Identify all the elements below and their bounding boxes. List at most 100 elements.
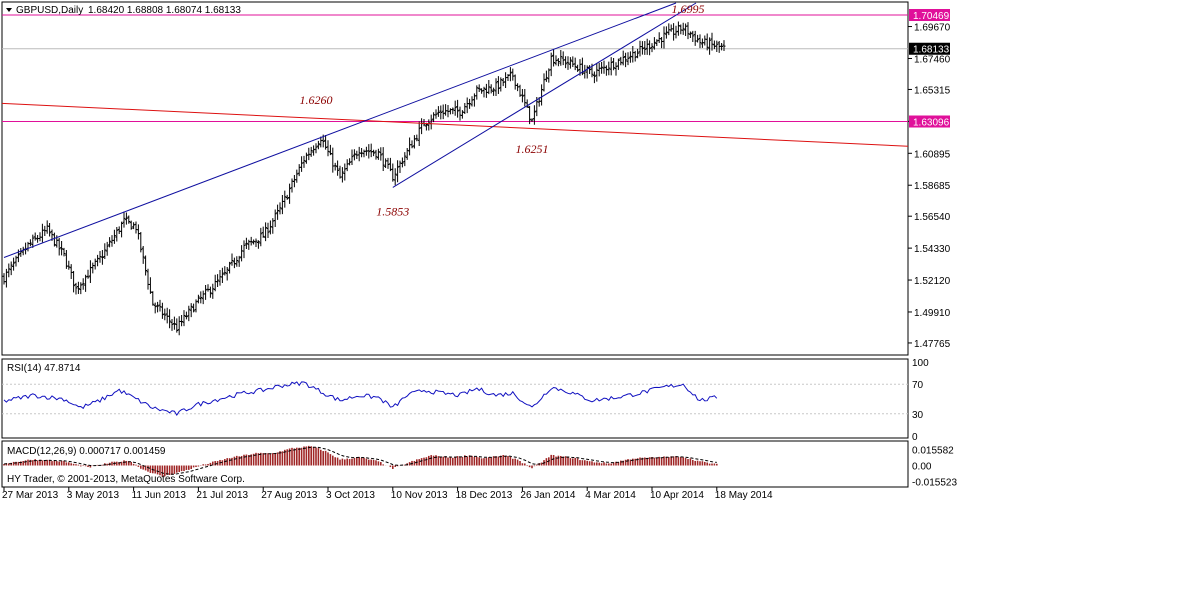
ohlc-bar (547, 68, 551, 83)
ohlc-bar (72, 270, 76, 293)
ohlc-bar (648, 40, 652, 56)
macd-panel-frame (1, 440, 909, 488)
ohlc-bar (259, 227, 263, 247)
ohlc-bar (369, 143, 373, 158)
ohlc-bar (703, 35, 707, 46)
ohlc-bar (696, 34, 700, 43)
ohlc-bar (556, 58, 560, 67)
ohlc-bar (139, 231, 143, 253)
price-annotation: 1.6251 (516, 142, 549, 156)
ohlc-bar (218, 269, 222, 286)
ohlc-bar (304, 152, 308, 164)
ohlc-bar (278, 202, 282, 215)
ohlc-bar (115, 227, 119, 242)
ohlc-bar (189, 303, 193, 318)
ohlc-bar (240, 245, 244, 262)
ohlc-bar (100, 250, 104, 265)
ohlc-bar (271, 218, 275, 234)
ohlc-bar (722, 40, 726, 51)
ohlc-bar (676, 21, 680, 36)
y-tick-label: 1.58685 (914, 181, 951, 192)
ohlc-bar (482, 86, 486, 98)
x-tick-label: 21 Jul 2013 (196, 490, 248, 501)
ohlc-bar (273, 209, 277, 227)
ohlc-bar (436, 106, 440, 117)
ohlc-bar (69, 264, 73, 280)
ohlc-bar (98, 250, 102, 263)
ohlc-bar (434, 109, 438, 119)
ohlc-bar (607, 61, 611, 76)
rsi-label: RSI(14) 47.8714 (7, 363, 81, 374)
ohlc-bar (664, 26, 668, 39)
ohlc-bar (360, 148, 364, 158)
ohlc-bar (127, 215, 131, 224)
ohlc-bar (650, 43, 654, 53)
ohlc-bar (717, 41, 721, 53)
ohlc-bar (410, 140, 414, 149)
ohlc-bar (686, 22, 690, 40)
ohlc-bar (103, 243, 107, 260)
ohlc-bar (62, 247, 66, 257)
ohlc-bar (530, 118, 534, 122)
rsi-line (3, 381, 718, 417)
x-tick-label: 11 Jun 2013 (132, 490, 187, 501)
ohlc-bar (247, 239, 251, 250)
ohlc-bar (400, 157, 404, 168)
ohlc-bar (552, 48, 556, 67)
ohlc-bar (396, 160, 400, 183)
ohlc-bar (208, 286, 212, 298)
ohlc-bar (160, 302, 164, 319)
ohlc-bar (393, 168, 397, 186)
ohlc-bar (280, 195, 284, 215)
ohlc-bar (441, 104, 445, 120)
ohlc-bar (489, 84, 493, 94)
ohlc-bar (465, 97, 469, 114)
ohlc-bar (28, 239, 32, 247)
ohlc-bar (463, 102, 467, 115)
ohlc-bar (684, 23, 688, 36)
ohlc-bar (451, 107, 455, 115)
ohlc-bar (7, 263, 11, 278)
ohlc-bar (513, 74, 517, 90)
ohlc-bar (285, 194, 289, 200)
ohlc-bar (352, 149, 356, 161)
red-trendline (1, 102, 909, 147)
ohlc-bar (573, 57, 577, 71)
ohlc-bar (235, 256, 239, 267)
ohlc-bar (439, 105, 443, 120)
ohlc-bar (333, 162, 337, 171)
ohlc-bar (2, 273, 6, 285)
ohlc-bar (592, 71, 596, 84)
ohlc-bar (124, 212, 128, 225)
ohlc-bar (237, 255, 241, 267)
ohlc-bar (74, 282, 78, 295)
ohlc-bar (316, 140, 320, 150)
ohlc-bar (256, 240, 260, 249)
x-tick-label: 4 Mar 2014 (585, 490, 636, 501)
ohlc-bar (326, 140, 330, 157)
ohlc-bar (151, 291, 155, 306)
dropdown-triangle-icon[interactable] (6, 8, 12, 12)
ohlc-bar (86, 269, 90, 279)
ohlc-bar (705, 33, 709, 51)
ohlc-bar (715, 40, 719, 52)
rsi-tick-label: 100 (912, 358, 929, 369)
ohlc-bar (230, 253, 234, 266)
ohlc-bar (120, 221, 124, 238)
level-price-badge (909, 9, 950, 22)
y-tick-label: 1.65315 (914, 85, 951, 96)
x-tick-label: 10 Apr 2014 (650, 490, 704, 501)
x-tick-label: 3 May 2013 (67, 490, 120, 501)
ohlc-bar (386, 157, 390, 169)
ohlc-bar (146, 268, 150, 290)
x-tick-label: 27 Mar 2013 (2, 490, 59, 501)
ohlc-bar (496, 76, 500, 94)
ohlc-bar (300, 156, 304, 172)
ohlc-bar (211, 283, 215, 299)
ohlc-bar (48, 223, 52, 237)
price-annotation: 1.6995 (672, 2, 705, 16)
price-annotation: 1.6260 (300, 93, 333, 107)
macd-signal-line (3, 446, 717, 475)
ohlc-bar (79, 282, 83, 295)
